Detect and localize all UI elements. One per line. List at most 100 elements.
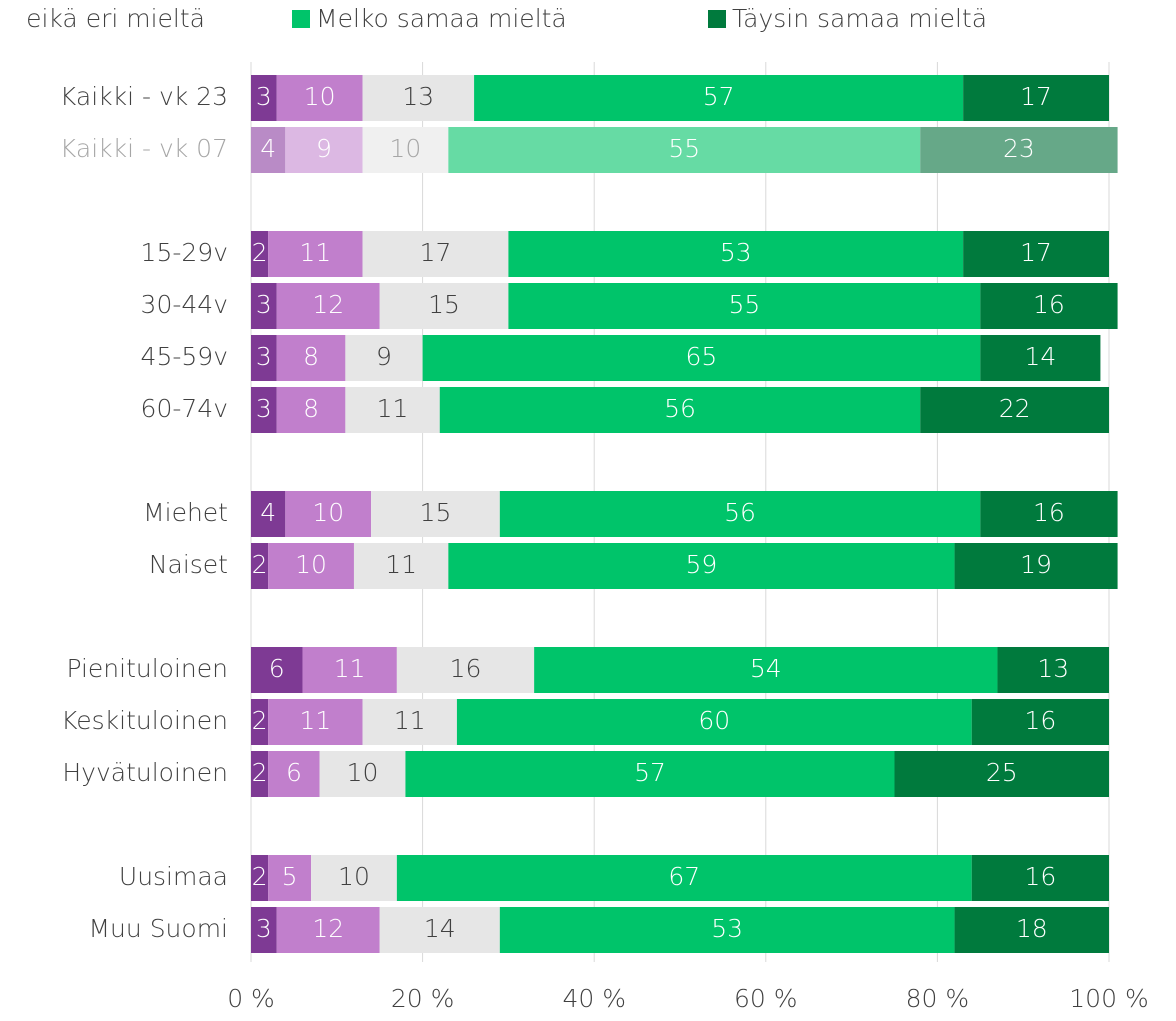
y-tick-label: Naiset (149, 550, 228, 579)
data-label: 67 (668, 862, 700, 891)
data-label: 12 (312, 290, 344, 319)
data-label: 17 (1020, 82, 1052, 111)
data-label: 11 (299, 706, 331, 735)
x-tick-label: 40 % (562, 984, 626, 1013)
data-label: 16 (1024, 706, 1056, 735)
x-tick-label: 100 % (1069, 984, 1148, 1013)
data-label: 10 (338, 862, 370, 891)
data-label: 2 (252, 238, 268, 267)
bar-segment (456, 699, 972, 745)
data-label: 14 (424, 914, 456, 943)
bar-segment (499, 907, 955, 953)
data-label: 3 (256, 82, 272, 111)
data-label: 56 (664, 394, 696, 423)
data-label: 9 (376, 342, 392, 371)
legend-label: Melko samaa mieltä (316, 4, 567, 33)
data-label: 8 (303, 394, 319, 423)
bar-segment (319, 751, 406, 797)
data-label: 8 (303, 342, 319, 371)
data-label: 2 (252, 550, 268, 579)
legend-swatch (708, 10, 726, 28)
bar-segment (276, 907, 380, 953)
bar-segment (396, 855, 972, 901)
bar-segment (345, 335, 423, 381)
data-label: 59 (686, 550, 718, 579)
y-tick-label: Miehet (143, 498, 228, 527)
x-tick-label: 80 % (906, 984, 970, 1013)
bar-segment (345, 387, 440, 433)
x-tick-label: 0 % (227, 984, 275, 1013)
bar-segment (379, 283, 509, 329)
bar-segment (997, 647, 1109, 693)
y-tick-label: 60-74v (141, 394, 228, 423)
data-label: 65 (686, 342, 718, 371)
bar-segment (276, 75, 363, 121)
bar-segment (268, 751, 320, 797)
bar-segment (379, 907, 500, 953)
bar-segment (251, 751, 269, 797)
y-tick-label: Keskituloinen (61, 706, 228, 735)
bar-segment (285, 127, 363, 173)
bar-segment (971, 855, 1109, 901)
data-label: 56 (724, 498, 756, 527)
bar-segment (963, 75, 1109, 121)
data-label: 10 (304, 82, 336, 111)
bar-segment (251, 75, 277, 121)
data-label: 17 (1020, 238, 1052, 267)
data-label: 10 (312, 498, 344, 527)
bar-segment (302, 647, 397, 693)
y-tick-label: Pienituloinen (66, 654, 228, 683)
data-label: 3 (256, 342, 272, 371)
data-label: 14 (1024, 342, 1056, 371)
bar-segment (920, 387, 1109, 433)
data-label: 11 (334, 654, 366, 683)
y-tick-label: Uusimaa (119, 862, 228, 891)
bar-segment (251, 387, 277, 433)
data-label: 19 (1020, 550, 1052, 579)
bar-segment (353, 543, 449, 589)
y-tick-label: 30-44v (141, 290, 228, 319)
bar-segment (954, 907, 1109, 953)
bar-segment (920, 127, 1118, 173)
data-label: 17 (420, 238, 452, 267)
data-label: 10 (347, 758, 379, 787)
bar-segment (362, 699, 457, 745)
legend-swatch (292, 10, 310, 28)
data-label: 4 (260, 498, 276, 527)
data-label: 16 (1033, 498, 1065, 527)
legend-label: Täysin samaa mieltä (732, 4, 987, 33)
data-label: 9 (316, 134, 332, 163)
bar-segment (980, 283, 1118, 329)
bar-segment (251, 283, 277, 329)
bar-segment (474, 75, 964, 121)
bar-segment (251, 647, 303, 693)
data-label: 12 (312, 914, 344, 943)
data-label: 3 (256, 290, 272, 319)
bar-segment (508, 231, 964, 277)
data-label: 16 (450, 654, 482, 683)
data-label: 53 (711, 914, 743, 943)
data-label: 53 (720, 238, 752, 267)
data-label: 10 (295, 550, 327, 579)
x-tick-label: 20 % (391, 984, 455, 1013)
bar-segment (251, 699, 269, 745)
data-label: 13 (402, 82, 434, 111)
bar-segment (980, 491, 1118, 537)
data-label: 2 (252, 862, 268, 891)
data-label: 55 (668, 134, 700, 163)
data-label: 11 (299, 238, 331, 267)
data-label: 11 (394, 706, 426, 735)
bar-segment (396, 647, 535, 693)
bar-segment (268, 543, 354, 589)
x-tick-label: 60 % (734, 984, 798, 1013)
data-label: 57 (634, 758, 666, 787)
bar-segment (405, 751, 895, 797)
bar-segment (971, 699, 1109, 745)
bar-segment (362, 231, 509, 277)
bar-segment (439, 387, 921, 433)
bar-segment (508, 283, 981, 329)
bar-segment (276, 387, 346, 433)
data-label: 15 (428, 290, 460, 319)
bar-segment (276, 283, 380, 329)
